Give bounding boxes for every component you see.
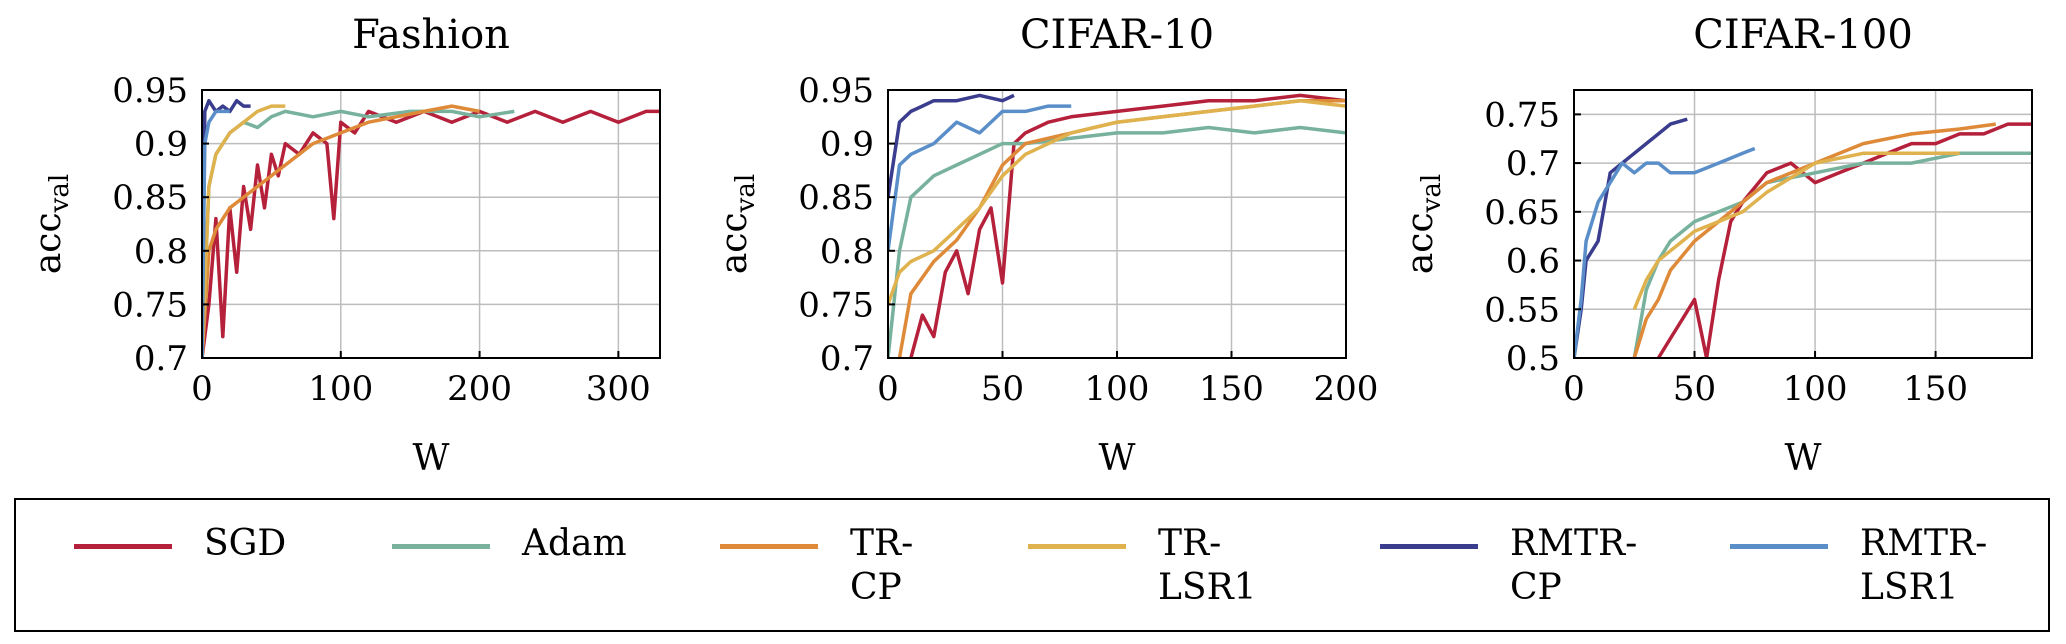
series-line-sgd	[909, 93, 1346, 358]
series-line-tr-cp	[897, 98, 1346, 358]
legend-label: RMTR- CP	[1510, 523, 1638, 608]
series-line-rmtr-lsr1	[1574, 146, 1756, 358]
series-line-rmtr-cp	[202, 98, 251, 358]
y-tick-label: 0.85	[798, 178, 874, 218]
x-tick-label: 0	[877, 369, 899, 409]
legend-swatch	[74, 544, 172, 549]
x-tick-label: 0	[1563, 369, 1585, 409]
y-tick-label: 0.95	[112, 71, 188, 111]
series-line-adam	[202, 109, 515, 358]
y-tick-label: 0.5	[1506, 339, 1560, 379]
chart-title: Fashion	[352, 12, 510, 58]
x-tick-label: 100	[308, 369, 373, 409]
legend-label: Adam	[522, 523, 627, 564]
legend-swatch	[392, 544, 490, 549]
chart-0: Fashion 0 100 200 300 0.7 0.75 0.8 0.85 0.9 0.95 Wa…	[28, 12, 661, 479]
x-tick-label: 100	[1085, 369, 1150, 409]
legend-label: RMTR- LSR1	[1860, 523, 1988, 608]
y-axis-label: accval	[28, 174, 75, 274]
y-tick-label: 0.95	[798, 71, 874, 111]
x-axis-label: W	[1098, 438, 1135, 479]
y-tick-label: 0.55	[1484, 290, 1560, 330]
x-axis-label: W	[412, 438, 449, 479]
y-tick-label: 0.7	[1506, 144, 1560, 184]
series-line-rmtr-cp	[1574, 117, 1688, 358]
series-line-tr-lsr1	[1632, 151, 1960, 310]
legend-swatch	[1028, 544, 1126, 549]
series-line-rmtr-lsr1	[888, 104, 1072, 252]
series-group	[1574, 117, 2032, 358]
x-tick-label: 100	[1783, 369, 1848, 409]
series-group	[888, 93, 1346, 358]
series-line-tr-cp	[1632, 122, 1997, 358]
legend-swatch	[720, 544, 818, 549]
y-tick-label: 0.65	[1484, 193, 1560, 233]
y-tick-label: 0.85	[112, 178, 188, 218]
series-line-sgd	[1656, 122, 2032, 358]
legend-label: TR- CP	[850, 523, 914, 608]
x-tick-label: 200	[1314, 369, 1379, 409]
x-tick-label: 50	[981, 369, 1024, 409]
chart-1: CIFAR-10 0 50 100 150 200 0.7 0.75 0.8 0.85 0.9 0.9…	[714, 12, 1378, 479]
y-tick-label: 0.75	[1484, 95, 1560, 135]
y-tick-label: 0.7	[820, 339, 874, 379]
y-tick-label: 0.6	[1506, 242, 1560, 282]
figure: Fashion 0 100 200 300 0.7 0.75 0.8 0.85 0.9 0.95 Wa…	[28, 12, 2033, 479]
x-tick-label: 200	[447, 369, 512, 409]
plot-frame	[201, 89, 661, 359]
plot-frame	[1573, 89, 2033, 359]
x-tick-label: 300	[586, 369, 651, 409]
x-tick-label: 50	[1673, 369, 1716, 409]
series-line-rmtr-lsr1	[202, 109, 230, 358]
chart-2: CIFAR-100 0 50 100 150 0.5 0.55 0.6 0.65 0.7 0.75 W…	[1400, 12, 2033, 479]
legend: SGD Adam TR- CP TR- LSR1 RMTR- CP RMTR- LSR1	[14, 498, 2050, 632]
y-axis-label: accval	[714, 174, 761, 274]
x-tick-label: 150	[1903, 369, 1968, 409]
series-line-sgd	[202, 109, 660, 358]
y-tick-label: 0.75	[798, 285, 874, 325]
series-line-adam	[888, 125, 1346, 358]
series-line-tr-lsr1	[888, 98, 1346, 305]
x-tick-label: 0	[191, 369, 213, 409]
y-tick-label: 0.8	[820, 232, 874, 272]
y-tick-label: 0.7	[134, 339, 188, 379]
chart-title: CIFAR-10	[1020, 12, 1214, 58]
y-tick-label: 0.9	[134, 125, 188, 165]
series-group	[202, 98, 660, 358]
legend-swatch	[1730, 544, 1828, 549]
y-axis-label: accval	[1400, 174, 1447, 274]
legend-label: TR- LSR1	[1158, 523, 1257, 608]
series-line-rmtr-cp	[888, 93, 1015, 198]
y-tick-label: 0.8	[134, 232, 188, 272]
series-line-tr-lsr1	[202, 104, 286, 358]
series-line-tr-cp	[202, 104, 480, 358]
x-tick-label: 150	[1199, 369, 1264, 409]
legend-label: SGD	[204, 523, 287, 564]
legend-swatch	[1380, 544, 1478, 549]
y-tick-label: 0.75	[112, 285, 188, 325]
y-tick-label: 0.9	[820, 125, 874, 165]
x-axis-label: W	[1784, 438, 1821, 479]
chart-title: CIFAR-100	[1693, 12, 1913, 58]
